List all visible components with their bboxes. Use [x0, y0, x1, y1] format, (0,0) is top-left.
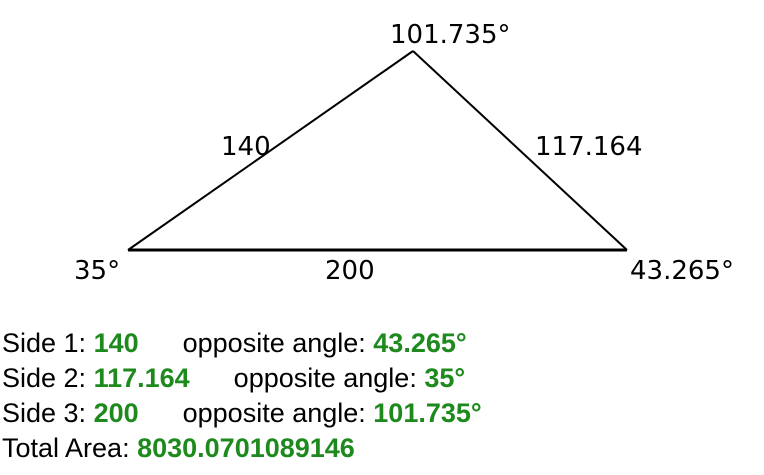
triangle-right-side-line — [412, 50, 628, 251]
side1-value: 140 — [93, 328, 139, 358]
area-label: Total Area: — [2, 433, 138, 463]
top-angle-label: 101.735° — [390, 20, 511, 50]
right-side-label: 117.164 — [535, 132, 643, 162]
side1-opposite-value: 43.265° — [373, 328, 467, 358]
side3-label: Side 3: — [2, 398, 94, 428]
triangle-left-side-line — [127, 50, 414, 251]
results-panel: Side 1: 140 opposite angle: 43.265° Side … — [2, 326, 482, 466]
bottom-side-label: 200 — [325, 256, 375, 286]
left-angle-label: 35° — [74, 256, 120, 286]
side2-opposite-value: 35° — [424, 363, 466, 393]
side3-opposite-value: 101.735° — [373, 398, 482, 428]
side3-value: 200 — [93, 398, 139, 428]
left-side-label: 140 — [221, 132, 271, 162]
side3-opposite-label: opposite angle: — [182, 398, 374, 428]
area-value: 8030.0701089146 — [137, 433, 355, 463]
side2-value: 117.164 — [93, 363, 190, 393]
side2-row: Side 2: 117.164 opposite angle: 35° — [2, 361, 482, 396]
side1-label: Side 1: — [2, 328, 94, 358]
side1-row: Side 1: 140 opposite angle: 43.265° — [2, 326, 482, 361]
side2-label: Side 2: — [2, 363, 94, 393]
side1-opposite-label: opposite angle: — [182, 328, 374, 358]
right-angle-label: 43.265° — [630, 256, 734, 286]
side3-row: Side 3: 200 opposite angle: 101.735° — [2, 396, 482, 431]
side2-opposite-label: opposite angle: — [233, 363, 425, 393]
area-row: Total Area: 8030.0701089146 — [2, 431, 482, 466]
triangle-diagram: 101.735° 140 117.164 35° 200 43.265° — [74, 20, 734, 286]
